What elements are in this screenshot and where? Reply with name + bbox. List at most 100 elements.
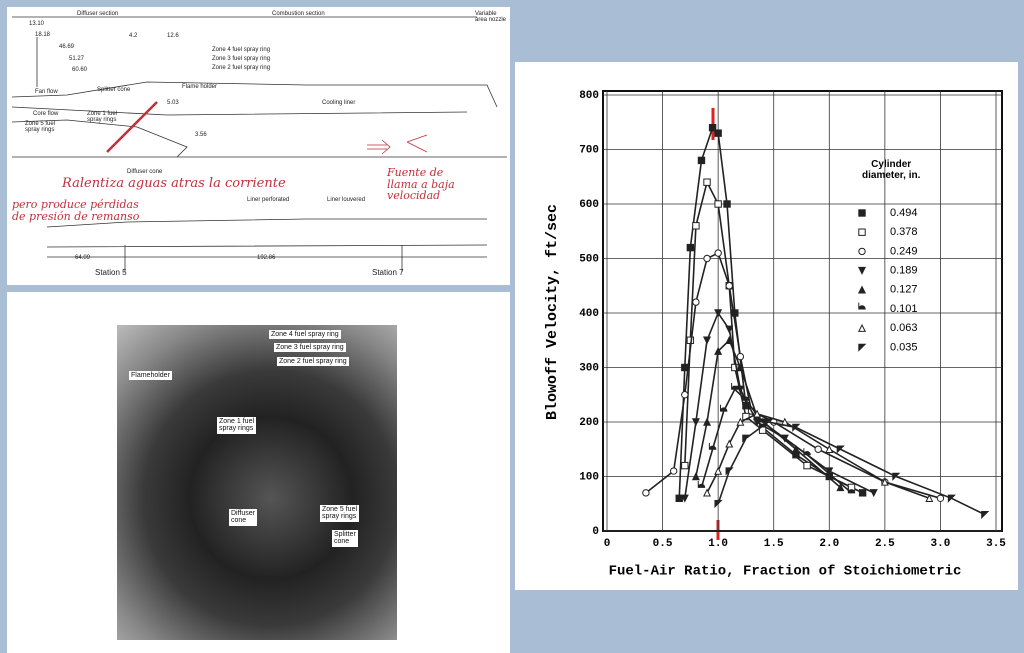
- x-tick-label: 2.0: [819, 538, 839, 550]
- y-tick-label: 100: [579, 471, 599, 483]
- y-tick-label: 600: [579, 199, 599, 211]
- x-axis-label: Fuel-Air Ratio, Fraction of Stoichiometr…: [609, 564, 962, 580]
- legend-marker: [858, 228, 866, 236]
- photo-label: Diffuser cone: [229, 509, 257, 526]
- data-point: [714, 466, 723, 475]
- photo-panel: Zone 4 fuel spray ring Zone 3 fuel spray…: [7, 292, 510, 653]
- y-tick-label: 0: [592, 526, 599, 538]
- data-point: [681, 391, 689, 399]
- dim: 192.86: [257, 255, 276, 261]
- data-point: [708, 442, 717, 450]
- legend-label: 0.249: [890, 245, 918, 257]
- series-line: [717, 421, 986, 516]
- data-point: [714, 129, 722, 137]
- data-point: [803, 448, 811, 456]
- diagram-lines: [11, 16, 507, 272]
- label: Station 5: [95, 268, 127, 277]
- data-point: [719, 404, 728, 412]
- part: Flame holder: [182, 84, 218, 90]
- data-point: [836, 483, 845, 492]
- legend-marker: [857, 266, 867, 275]
- data-point: [703, 178, 711, 186]
- data-point: [936, 494, 945, 502]
- photo-label: Zone 2 fuel spray ring: [277, 357, 349, 367]
- data-point: [725, 335, 734, 344]
- data-point: [925, 493, 934, 502]
- data-point: [892, 472, 901, 481]
- data-point: [703, 417, 712, 426]
- label: Station 7: [372, 268, 404, 277]
- data-point: [825, 444, 834, 453]
- legend-marker: [857, 285, 867, 294]
- data-point: [714, 200, 722, 208]
- dim: 60.60: [72, 67, 88, 73]
- data-point: [742, 434, 751, 443]
- part: Zone 4 fuel spray ring: [212, 47, 271, 53]
- dim: 4.2: [129, 33, 138, 39]
- y-tick-label: 800: [579, 90, 599, 102]
- data-point: [675, 494, 683, 503]
- data-point: [858, 489, 867, 497]
- data-point: [742, 393, 750, 401]
- y-tick-label: 400: [579, 308, 599, 320]
- data-point: [725, 467, 734, 476]
- data-point: [792, 423, 801, 432]
- legend-label: 0.063: [890, 322, 918, 334]
- data-point: [703, 254, 711, 263]
- legend-label: 0.101: [890, 303, 918, 315]
- photo-label: Zone 3 fuel spray ring: [274, 343, 346, 353]
- dim: 46.69: [59, 44, 75, 50]
- y-tick-label: 500: [579, 253, 599, 265]
- data-point: [725, 282, 733, 290]
- data-point: [714, 249, 722, 257]
- data-point: [703, 488, 712, 497]
- legend-label: 0.127: [890, 284, 918, 296]
- dim: 13.10: [29, 21, 45, 27]
- note: pero produce pérdidas de presión de rema…: [12, 198, 140, 223]
- data-point: [642, 489, 650, 497]
- x-tick-label: 3.5: [986, 538, 1006, 550]
- data-point: [880, 477, 889, 486]
- x-tick-label: 0: [604, 538, 611, 550]
- note: Fuente de llama a baja velocidad: [387, 166, 455, 203]
- data-point: [691, 418, 700, 427]
- photo-label: Zone 1 fuel spray rings: [217, 417, 257, 434]
- chart-panel: [515, 62, 1018, 590]
- part: Zone 1 fuel spray rings: [87, 111, 118, 124]
- data-point: [731, 363, 739, 372]
- data-point: [736, 385, 745, 394]
- data-point: [692, 298, 700, 306]
- y-tick-label: 700: [579, 144, 599, 156]
- label: Variable area nozzle: [475, 11, 507, 24]
- data-point: [825, 467, 834, 476]
- data-point: [697, 481, 706, 488]
- y-tick-label: 200: [579, 417, 599, 429]
- data-point: [697, 156, 706, 165]
- data-point: [869, 489, 878, 498]
- legend-marker: [858, 247, 866, 256]
- series-line: [706, 412, 930, 500]
- dim: 51.27: [69, 56, 85, 62]
- legend-marker: [858, 343, 867, 352]
- y-axis-label: Blowoff Velocity, ft/sec: [544, 204, 561, 420]
- photo-label: Zone 5 fuel spray rings: [320, 505, 360, 522]
- data-point: [680, 494, 689, 503]
- part: Core flow: [33, 111, 59, 117]
- part: Zone 5 fuel spray rings: [25, 121, 56, 134]
- dim: 64.09: [75, 255, 91, 261]
- part: Diffuser cone: [127, 169, 163, 175]
- data-point: [686, 243, 695, 252]
- data-point: [703, 336, 712, 345]
- x-tick-label: 1.5: [764, 538, 784, 550]
- label: Combustion section: [272, 11, 325, 17]
- y-tick-label: 300: [579, 362, 599, 374]
- data-point: [692, 222, 700, 230]
- dim: 3.56: [195, 132, 207, 138]
- dim: 12.6: [167, 33, 179, 39]
- data-point: [691, 472, 700, 481]
- part: Zone 2 fuel spray ring: [212, 65, 271, 71]
- data-point: [836, 445, 845, 454]
- diagram-panel: Diffuser section Combustion section Vari…: [7, 7, 510, 285]
- legend-label: 0.189: [890, 265, 918, 277]
